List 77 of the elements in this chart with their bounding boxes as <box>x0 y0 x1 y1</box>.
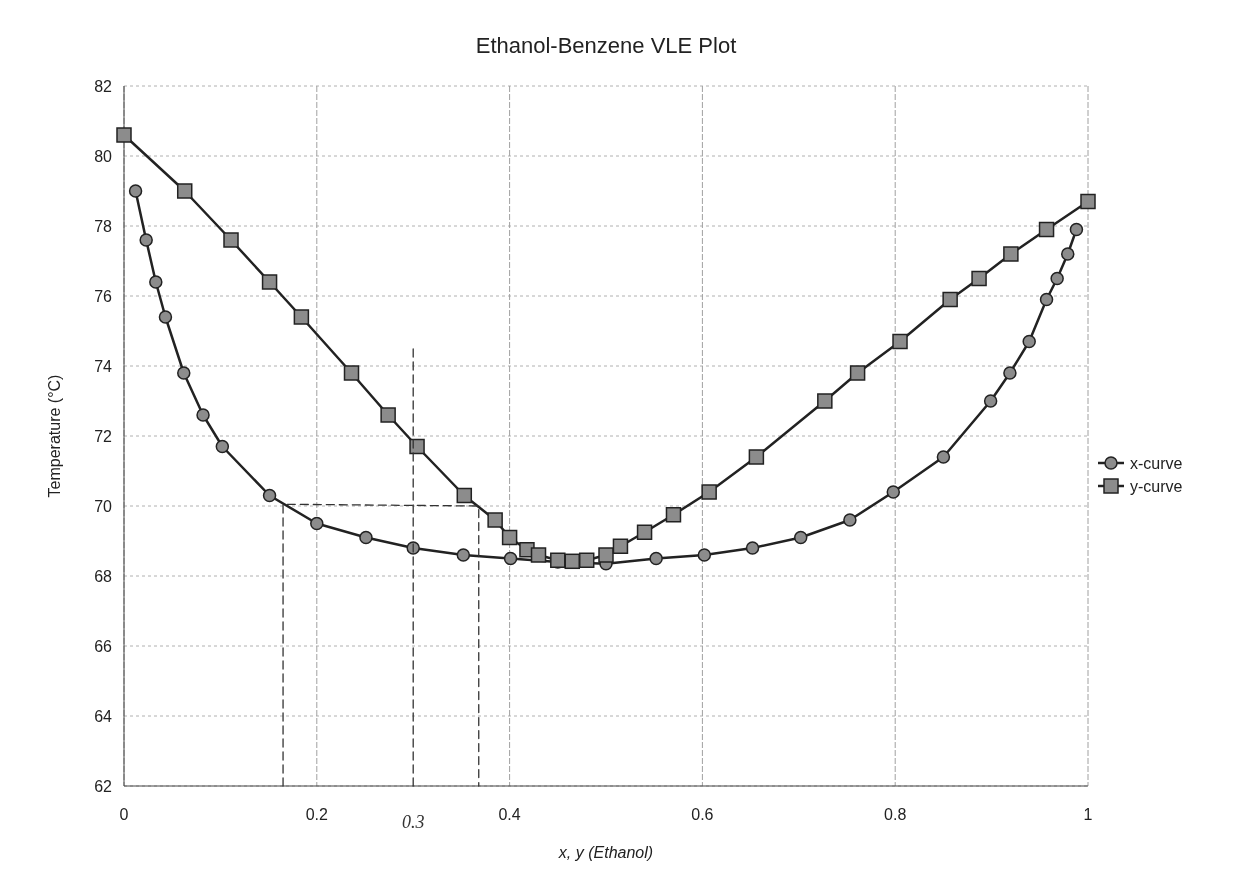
point <box>1003 246 1019 262</box>
x-tick-label: 1 <box>1083 806 1093 823</box>
point <box>665 507 682 523</box>
y-tick-label: 82 <box>94 78 113 95</box>
point <box>849 365 866 381</box>
point <box>942 291 958 308</box>
point <box>1050 271 1064 286</box>
point <box>578 552 595 568</box>
point <box>223 232 239 248</box>
legend-label: y-curve <box>1130 478 1183 495</box>
point <box>701 484 717 500</box>
point <box>262 488 277 503</box>
point <box>1039 292 1054 307</box>
point <box>177 366 191 380</box>
x-tick-label: 0.8 <box>884 806 907 823</box>
y-tick-label: 62 <box>94 778 113 795</box>
point <box>380 407 396 423</box>
point <box>886 485 901 499</box>
point <box>158 310 173 324</box>
point <box>697 548 712 562</box>
y-tick-label: 72 <box>94 428 113 445</box>
point <box>293 309 310 325</box>
point <box>612 538 629 554</box>
y-tick-label: 68 <box>94 568 113 585</box>
chart-title: Ethanol-Benzene VLE Plot <box>475 33 737 58</box>
point <box>971 270 987 287</box>
y-tick-label: 74 <box>94 358 113 375</box>
point <box>1022 334 1036 349</box>
y-axis-title: Temperature (°C) <box>46 374 63 498</box>
point <box>530 547 547 563</box>
point <box>343 365 360 381</box>
point <box>176 183 193 199</box>
point <box>128 184 143 198</box>
point <box>261 274 278 290</box>
point <box>409 438 425 455</box>
point <box>1069 222 1084 237</box>
x-axis-title: x, y (Ethanol) <box>557 844 654 861</box>
point <box>501 529 518 546</box>
x-tick-label: 0.4 <box>498 806 521 823</box>
point <box>149 275 163 289</box>
annotation: 0.3 <box>401 812 425 832</box>
x-tick-label: 0 <box>119 806 129 823</box>
point <box>215 439 230 454</box>
point <box>196 408 210 422</box>
point <box>310 516 324 531</box>
y-tick-label: 66 <box>94 638 113 655</box>
point <box>745 541 760 555</box>
x-tick-label: 0.2 <box>305 806 329 823</box>
point <box>456 548 471 562</box>
point <box>748 449 765 465</box>
point <box>406 541 420 555</box>
y-tick-label: 64 <box>94 708 113 725</box>
point <box>843 513 857 527</box>
legend-label: x-curve <box>1130 455 1183 472</box>
point <box>983 394 998 408</box>
point <box>1080 193 1096 210</box>
point <box>817 393 833 409</box>
point <box>139 233 153 247</box>
y-tick-label: 70 <box>94 498 113 515</box>
point <box>456 487 473 504</box>
point <box>892 333 908 350</box>
point <box>487 512 503 528</box>
point <box>598 547 614 563</box>
point <box>116 127 132 143</box>
point <box>936 450 951 464</box>
point <box>503 551 518 566</box>
point <box>1038 221 1055 238</box>
point <box>636 524 653 540</box>
point <box>649 551 663 566</box>
y-tick-label: 78 <box>94 218 113 235</box>
point <box>1003 366 1017 380</box>
x-tick-label: 0.6 <box>691 806 714 823</box>
point <box>793 530 808 545</box>
y-tick-label: 76 <box>94 288 113 305</box>
point <box>359 530 373 545</box>
y-tick-label: 80 <box>94 148 113 165</box>
point <box>1061 247 1075 261</box>
